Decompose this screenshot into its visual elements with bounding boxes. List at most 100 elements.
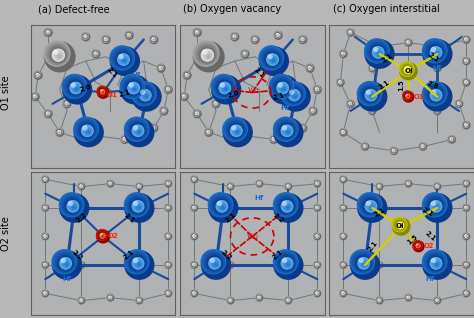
Circle shape	[44, 206, 46, 209]
Circle shape	[339, 128, 346, 135]
Circle shape	[192, 28, 201, 36]
Circle shape	[206, 54, 210, 59]
Circle shape	[253, 38, 256, 41]
Circle shape	[286, 299, 290, 302]
Circle shape	[316, 235, 318, 237]
Circle shape	[291, 92, 299, 100]
Circle shape	[157, 65, 164, 71]
Circle shape	[78, 136, 84, 142]
Circle shape	[462, 78, 471, 87]
Circle shape	[315, 88, 319, 91]
Circle shape	[465, 207, 467, 209]
Circle shape	[349, 31, 351, 33]
Circle shape	[363, 144, 367, 148]
Circle shape	[313, 179, 320, 186]
Circle shape	[191, 204, 197, 210]
Circle shape	[182, 71, 190, 78]
Circle shape	[227, 204, 233, 210]
Circle shape	[399, 225, 402, 228]
Circle shape	[165, 180, 170, 186]
Circle shape	[101, 90, 104, 94]
Circle shape	[82, 34, 88, 39]
Text: 2.2: 2.2	[75, 212, 88, 224]
Circle shape	[434, 261, 440, 267]
Circle shape	[192, 234, 196, 238]
Circle shape	[286, 184, 290, 188]
Circle shape	[366, 41, 388, 62]
Circle shape	[80, 185, 82, 187]
Circle shape	[191, 233, 197, 238]
Circle shape	[166, 292, 168, 293]
Circle shape	[376, 183, 382, 189]
Circle shape	[41, 204, 48, 211]
Circle shape	[343, 236, 344, 237]
Circle shape	[315, 206, 319, 209]
Circle shape	[214, 101, 218, 105]
Circle shape	[60, 194, 83, 217]
Circle shape	[317, 207, 318, 208]
Circle shape	[294, 130, 297, 134]
Circle shape	[342, 264, 344, 266]
Circle shape	[433, 204, 440, 211]
Circle shape	[342, 131, 345, 134]
Circle shape	[462, 261, 469, 267]
Circle shape	[285, 297, 291, 303]
Circle shape	[289, 90, 300, 101]
Circle shape	[146, 132, 147, 133]
Circle shape	[166, 263, 170, 266]
Circle shape	[343, 179, 344, 180]
Circle shape	[349, 31, 352, 34]
Circle shape	[138, 185, 140, 187]
Circle shape	[34, 71, 41, 78]
Circle shape	[436, 206, 438, 209]
Circle shape	[229, 263, 231, 266]
Circle shape	[420, 144, 424, 148]
Circle shape	[152, 38, 155, 41]
Circle shape	[208, 132, 210, 133]
Circle shape	[286, 263, 290, 266]
Circle shape	[364, 264, 366, 266]
Circle shape	[285, 262, 290, 267]
Circle shape	[372, 110, 373, 111]
Circle shape	[464, 37, 468, 41]
Circle shape	[42, 233, 48, 238]
Circle shape	[434, 108, 439, 113]
Text: Hf: Hf	[255, 195, 264, 201]
Circle shape	[465, 206, 467, 209]
Circle shape	[300, 125, 305, 130]
Circle shape	[213, 101, 218, 106]
Circle shape	[109, 183, 111, 184]
Circle shape	[336, 78, 345, 87]
Circle shape	[310, 108, 315, 113]
Circle shape	[77, 135, 84, 142]
Circle shape	[312, 110, 313, 111]
Circle shape	[277, 121, 296, 139]
Circle shape	[46, 30, 50, 34]
Circle shape	[50, 47, 66, 63]
Circle shape	[214, 263, 218, 266]
Circle shape	[402, 65, 413, 75]
Circle shape	[465, 183, 467, 184]
Circle shape	[407, 183, 409, 184]
Circle shape	[315, 292, 319, 295]
Circle shape	[407, 70, 409, 72]
Circle shape	[338, 80, 342, 84]
Circle shape	[342, 234, 343, 236]
Circle shape	[120, 135, 128, 142]
Circle shape	[141, 91, 150, 100]
Circle shape	[82, 125, 93, 137]
Circle shape	[42, 290, 48, 296]
Circle shape	[407, 182, 410, 185]
Circle shape	[201, 48, 214, 62]
Circle shape	[348, 30, 352, 34]
Circle shape	[44, 178, 46, 180]
Circle shape	[274, 80, 291, 96]
Circle shape	[32, 93, 37, 99]
Circle shape	[81, 207, 82, 208]
Circle shape	[229, 263, 230, 265]
Circle shape	[137, 205, 141, 209]
Circle shape	[464, 59, 468, 62]
Circle shape	[60, 193, 84, 217]
Circle shape	[433, 261, 440, 267]
Circle shape	[393, 150, 394, 151]
